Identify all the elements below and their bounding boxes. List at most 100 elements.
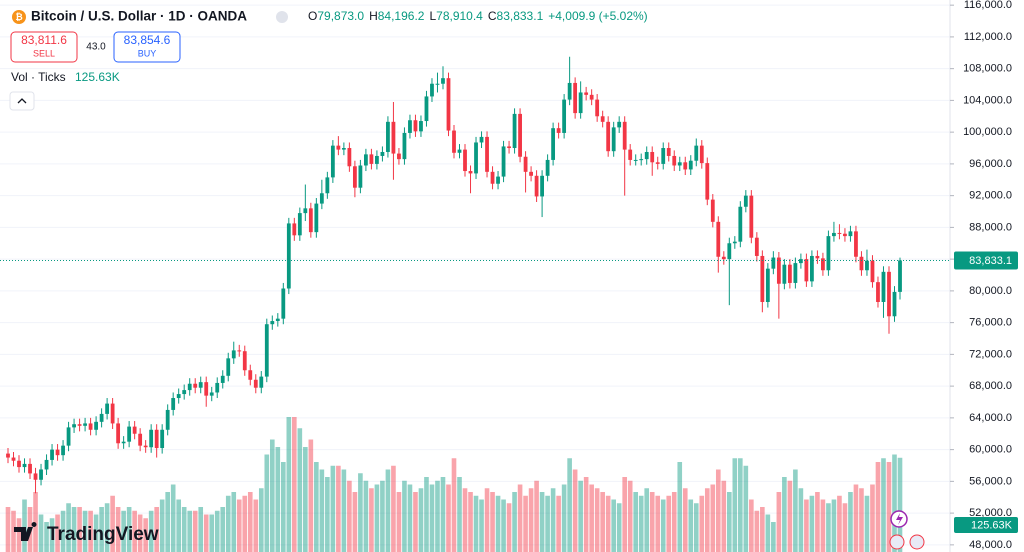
candle-body xyxy=(677,162,682,166)
candle-body xyxy=(413,120,418,132)
y-tick-label: 52,000.0 xyxy=(969,507,1012,519)
volume-bar xyxy=(798,488,804,552)
volume-bar xyxy=(721,480,727,552)
volume-bar xyxy=(633,492,639,552)
candle-body xyxy=(248,370,253,380)
volume-bar xyxy=(820,499,826,552)
volume-bar xyxy=(49,518,55,552)
candle-body xyxy=(578,92,583,114)
collapse-button[interactable] xyxy=(9,91,35,111)
candle-body xyxy=(325,177,330,194)
candle-body xyxy=(364,154,368,166)
sell-label: SELL xyxy=(33,48,55,58)
volume-bar xyxy=(809,495,815,552)
volume-bar xyxy=(66,503,71,552)
volume-bar xyxy=(330,465,336,552)
candle-body xyxy=(804,259,809,282)
y-tick-label: 92,000.0 xyxy=(969,190,1012,202)
candle-body xyxy=(176,394,181,399)
candle-body xyxy=(463,149,467,172)
volume-bar xyxy=(545,495,550,552)
volume-bar xyxy=(848,492,853,552)
candle-body xyxy=(6,453,10,458)
candle-body xyxy=(55,449,60,456)
volume-bar xyxy=(666,495,672,552)
volume-bar xyxy=(33,492,38,552)
volume-bar xyxy=(831,499,837,552)
candle-body xyxy=(275,318,280,322)
candle-body xyxy=(749,195,754,238)
candle-body xyxy=(270,321,275,325)
candle-body xyxy=(727,243,732,260)
candle-body xyxy=(507,146,511,149)
volume-bar xyxy=(892,454,897,552)
ohlc-label: H xyxy=(369,9,378,23)
candle-body xyxy=(281,288,286,319)
candle-body xyxy=(529,171,533,176)
candle-body xyxy=(352,166,357,188)
flag-icon[interactable] xyxy=(889,534,905,550)
volume-bar xyxy=(765,514,771,552)
candle-body xyxy=(870,260,875,283)
volume-bar xyxy=(732,458,738,552)
candle-body xyxy=(292,223,297,236)
volume-bar xyxy=(583,477,589,552)
volume-bar xyxy=(242,495,248,552)
y-tick-label: 112,000.0 xyxy=(964,31,1012,43)
candle-body xyxy=(584,92,589,95)
volume-bar xyxy=(203,514,209,552)
volume-bar xyxy=(264,454,270,552)
candle-body xyxy=(297,213,302,236)
volume-bar xyxy=(209,514,215,552)
volume-bar xyxy=(325,477,330,552)
candle-body xyxy=(237,350,242,352)
volume-bar xyxy=(292,417,297,552)
candle-body xyxy=(264,324,269,377)
volume-bar xyxy=(490,492,495,552)
candle-body xyxy=(121,441,126,444)
volume-bar xyxy=(473,495,479,552)
flag-icon[interactable] xyxy=(909,534,925,550)
volume-bar xyxy=(77,507,82,552)
volume-bar xyxy=(682,488,688,552)
logo-text[interactable]: TradingView xyxy=(47,524,159,545)
candle-body xyxy=(606,121,611,152)
volume-bar xyxy=(435,480,440,552)
candle-body xyxy=(688,160,693,170)
candle-body xyxy=(832,232,836,237)
candle-body xyxy=(810,255,814,282)
volume-bar xyxy=(380,480,385,552)
symbol-title[interactable]: Bitcoin / U.S. Dollar · 1D · OANDA xyxy=(31,9,247,24)
candle-body xyxy=(633,159,638,161)
buy-button[interactable] xyxy=(113,31,181,63)
volume-bar xyxy=(258,488,264,552)
volume-bar xyxy=(225,495,231,552)
candle-body xyxy=(639,159,644,161)
volume-bar xyxy=(369,488,374,552)
volume-bar xyxy=(99,507,104,552)
candle-body xyxy=(501,146,506,177)
volume-bar xyxy=(11,510,16,552)
candle-body xyxy=(132,426,137,434)
sell-button[interactable] xyxy=(10,31,78,63)
candle-body xyxy=(253,379,258,388)
candle-body xyxy=(837,232,842,234)
candle-body xyxy=(303,208,308,214)
candle-body xyxy=(776,257,781,284)
candle-body xyxy=(716,221,721,257)
ohlc-label: O xyxy=(308,9,317,23)
candle-body xyxy=(182,390,187,395)
volume-bar xyxy=(170,484,176,552)
candle-body xyxy=(617,121,622,128)
candle-body xyxy=(655,162,660,164)
candle-body xyxy=(319,193,324,204)
visibility-icon[interactable] xyxy=(276,11,288,23)
volume-bar xyxy=(539,492,545,552)
candle-body xyxy=(782,264,787,284)
candle-body xyxy=(165,409,170,430)
volume-bar xyxy=(605,495,611,552)
y-tick-label: 60,000.0 xyxy=(969,444,1012,456)
collapse-icon xyxy=(17,98,27,104)
candle-body xyxy=(50,449,54,460)
